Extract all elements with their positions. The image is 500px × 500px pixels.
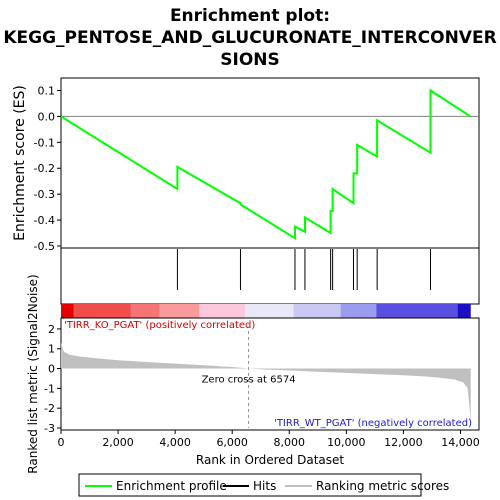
x-tick-label: 12,000 bbox=[384, 436, 423, 449]
es-y-tick-label: 0.1 bbox=[38, 84, 56, 97]
x-axis-ticks: 0 2,000 4,000 6,000 8,000 10,000 12,000 14,000 bbox=[58, 430, 480, 449]
es-y-tick-label: -0.4 bbox=[34, 214, 55, 227]
x-tick-label: 4,000 bbox=[159, 436, 191, 449]
legend-box bbox=[78, 473, 422, 497]
hits-panel bbox=[60, 247, 480, 318]
legend-hits-label: Hits bbox=[253, 479, 276, 493]
es-panel-frame bbox=[60, 77, 480, 249]
es-y-tick-label: 0.0 bbox=[38, 110, 56, 123]
x-tick-label: 0 bbox=[58, 436, 65, 449]
title-line-1: Enrichment plot: bbox=[170, 6, 330, 26]
zero-cross-label: Zero cross at 6574 bbox=[202, 375, 296, 386]
x-tick-label: 14,000 bbox=[441, 436, 480, 449]
color-bar-segment bbox=[130, 304, 160, 318]
ranking-color-bar bbox=[61, 304, 471, 318]
hit-lines bbox=[176, 249, 431, 290]
color-bar-segment bbox=[61, 304, 74, 318]
x-tick-label: 8,000 bbox=[274, 436, 306, 449]
legend-metric-label: Ranking metric scores bbox=[316, 479, 449, 493]
metric-y-axis-title: Ranked list metric (Signal2Noise) bbox=[26, 274, 40, 473]
color-bar-segment bbox=[245, 304, 294, 318]
es-y-tick-label: -0.2 bbox=[34, 162, 55, 175]
metric-y-tick-label: 1 bbox=[48, 343, 55, 356]
color-bar-segment bbox=[199, 304, 246, 318]
legend: Enrichment profile Hits Ranking metric s… bbox=[78, 473, 449, 497]
x-axis-title: Rank in Ordered Dataset bbox=[196, 453, 344, 467]
chart-title: Enrichment plot: KEGG_PENTOSE_AND_GLUCUR… bbox=[3, 6, 496, 70]
negative-correlation-label: 'TIRR_WT_PGAT' (negatively correlated) bbox=[274, 418, 472, 429]
color-bar-segment bbox=[159, 304, 200, 318]
es-y-tick-label: -0.3 bbox=[34, 188, 55, 201]
es-y-tick-label: -0.1 bbox=[34, 136, 55, 149]
x-tick-label: 2,000 bbox=[102, 436, 134, 449]
metric-y-tick-label: -1 bbox=[44, 382, 55, 395]
metric-y-ticks: 2 1 0 -1 -2 -3 bbox=[44, 323, 61, 435]
metric-y-tick-label: 0 bbox=[48, 363, 55, 376]
color-bar-segment bbox=[376, 304, 458, 318]
es-y-tick-label: -0.5 bbox=[34, 240, 55, 253]
enrichment-profile-line bbox=[60, 88, 471, 240]
color-bar-segment bbox=[73, 304, 131, 318]
hits-panel-frame bbox=[60, 247, 480, 305]
es-y-ticks: 0.1 0.0 -0.1 -0.2 -0.3 -0.4 -0.5 bbox=[34, 84, 61, 253]
positive-correlation-label: 'TIRR_KO_PGAT' (positively correlated) bbox=[64, 320, 255, 331]
title-line-3: SIONS bbox=[220, 50, 280, 70]
metric-y-tick-label: -2 bbox=[44, 402, 55, 415]
metric-y-tick-label: -3 bbox=[44, 422, 55, 435]
color-bar-segment bbox=[293, 304, 341, 318]
ranking-metric-area bbox=[61, 342, 471, 428]
metric-panel: 2 1 0 -1 -2 -3 Zero cross at 6574 'TIRR_KO_PG… bbox=[26, 274, 480, 474]
legend-enrichment-label: Enrichment profile bbox=[116, 479, 227, 493]
metric-y-tick-label: 2 bbox=[48, 323, 55, 336]
color-bar-segment bbox=[457, 304, 471, 318]
title-line-2: KEGG_PENTOSE_AND_GLUCURONATE_INTERCONVER bbox=[3, 28, 496, 48]
x-tick-label: 6,000 bbox=[216, 436, 248, 449]
color-bar-segment bbox=[340, 304, 377, 318]
es-y-axis-title: Enrichment score (ES) bbox=[12, 85, 28, 241]
x-tick-label: 10,000 bbox=[327, 436, 366, 449]
es-panel: 0.1 0.0 -0.1 -0.2 -0.3 -0.4 -0.5 Enrichment sc… bbox=[12, 77, 480, 253]
